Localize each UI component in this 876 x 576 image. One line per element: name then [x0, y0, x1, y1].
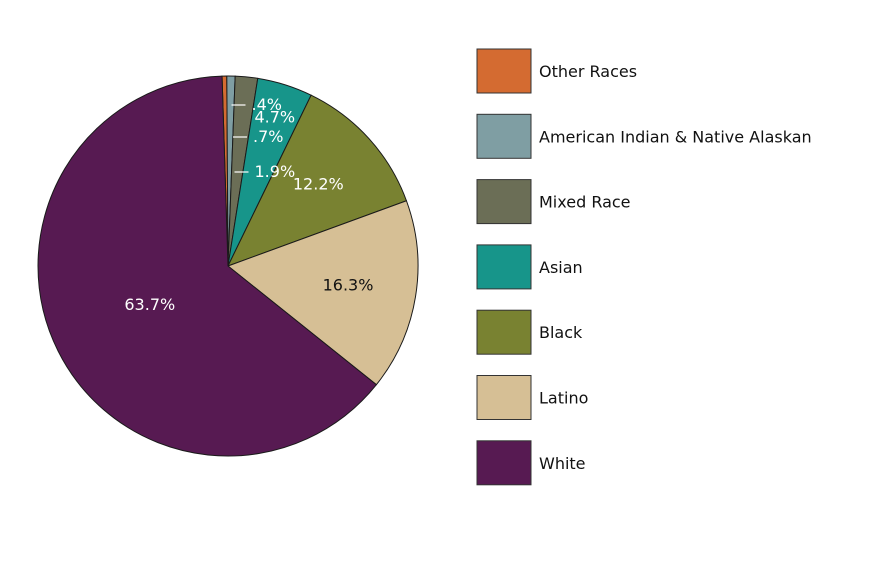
legend-swatch-other-races: [476, 48, 532, 94]
legend-swatch-latino: [476, 375, 532, 420]
data-label-white: 63.7%: [124, 295, 175, 314]
data-label-mixed-race: 1.9%: [255, 162, 296, 181]
leader-lines: [231, 104, 249, 173]
legend-swatch-asian: [476, 244, 532, 290]
legend-label-other-races: Other Races: [539, 62, 637, 81]
legend-item-mixed-race: Mixed Race: [476, 179, 631, 225]
pie-slice-latino: [226, 200, 419, 386]
legend-label-asian: Asian: [539, 258, 583, 277]
legend: Other Races American Indian & Native Alas…: [476, 48, 812, 486]
legend-label-white: White: [539, 454, 586, 473]
legend-item-asian: Asian: [476, 244, 583, 290]
legend-label-latino: Latino: [539, 389, 588, 408]
legend-item-black: Black: [476, 309, 583, 355]
legend-item-american-indian-and-native-alaskan: American Indian & Native Alaskan: [476, 113, 812, 159]
pie-slices: [37, 75, 419, 457]
data-label-american-indian-and-native-alaskan: .7%: [253, 127, 283, 146]
data-label-black: 12.2%: [293, 175, 344, 194]
data-label-asian: 4.7%: [254, 107, 295, 126]
pie-slice-black: [227, 94, 408, 267]
legend-swatch-white: [476, 440, 532, 486]
legend-label-american-indian-and-native-alaskan: American Indian & Native Alaskan: [539, 127, 812, 146]
legend-item-other-races: Other Races: [476, 48, 637, 94]
legend-item-latino: Latino: [476, 375, 588, 420]
pie-slice-white: [37, 75, 378, 457]
legend-label-black: Black: [539, 323, 583, 342]
data-label-other-races: .4%: [252, 95, 282, 114]
legend-swatch-mixed-race: [476, 179, 532, 225]
data-label-latino: 16.3%: [323, 276, 374, 295]
legend-swatch-american-indian-and-native-alaskan: [476, 113, 532, 159]
legend-item-white: White: [476, 440, 586, 486]
legend-swatch-black: [476, 309, 532, 355]
data-labels: .4% .7% 1.9% 4.7% 12.2% 16.3% 63.7%: [124, 95, 373, 314]
legend-label-mixed-race: Mixed Race: [539, 193, 631, 212]
